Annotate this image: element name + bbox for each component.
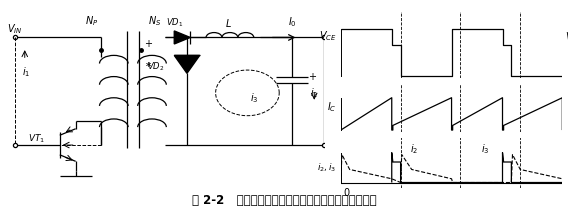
Text: $i_1$: $i_1$ (22, 65, 30, 79)
Text: $I_0$: $I_0$ (287, 15, 296, 29)
Text: $VD_1$: $VD_1$ (166, 17, 183, 29)
Text: $i_2,i_3$: $i_2,i_3$ (317, 161, 336, 174)
Text: $+$: $+$ (308, 71, 317, 82)
Text: $V_{IN}$: $V_{IN}$ (565, 30, 568, 44)
Text: $0$: $0$ (343, 186, 350, 198)
Text: $VT_1$: $VT_1$ (28, 132, 45, 145)
Text: $N_S$: $N_S$ (148, 14, 162, 28)
Text: $V_{IN}$: $V_{IN}$ (7, 22, 23, 36)
Text: $i_3$: $i_3$ (249, 91, 258, 105)
Text: $L$: $L$ (225, 17, 232, 29)
Text: $V_{CE}$: $V_{CE}$ (319, 29, 336, 43)
Polygon shape (174, 31, 190, 44)
Text: $N_P$: $N_P$ (85, 14, 98, 28)
Text: $i_2$: $i_2$ (310, 86, 318, 100)
Text: $I_C$: $I_C$ (327, 100, 336, 114)
Text: $+$: $+$ (144, 38, 153, 50)
Text: $VD_2$: $VD_2$ (147, 61, 164, 73)
Text: 图 2-2   正向激励变换方式开关电源电路及其工作波形: 图 2-2 正向激励变换方式开关电源电路及其工作波形 (191, 194, 377, 207)
Text: $\ast$: $\ast$ (144, 59, 152, 69)
Polygon shape (174, 55, 200, 73)
Text: $i_2$: $i_2$ (410, 143, 418, 156)
Text: $i_3$: $i_3$ (481, 143, 489, 156)
